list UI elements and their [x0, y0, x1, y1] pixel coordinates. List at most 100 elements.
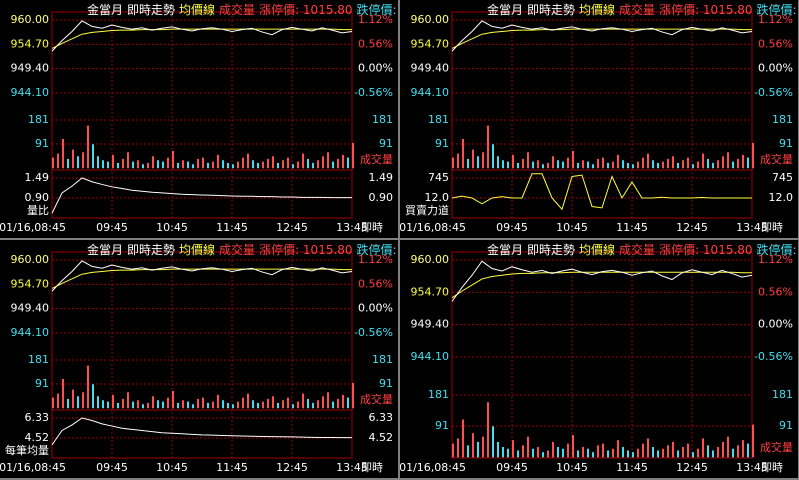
volume-bar — [597, 158, 599, 169]
volume-bar — [97, 396, 99, 409]
panel-background — [400, 0, 798, 238]
x-tick-label: 11:45 — [216, 221, 248, 234]
volume-bar — [522, 445, 524, 458]
price-tick-label: 944.10 — [11, 86, 50, 99]
volume-tick-label: 91 — [379, 137, 393, 150]
volume-bar — [127, 152, 129, 169]
volume-bar — [562, 161, 564, 169]
volume-bar — [607, 450, 609, 458]
volume-bar — [352, 142, 354, 169]
header-item: 跌停價: 8 — [357, 2, 409, 17]
percent-tick-label: 0.56% — [758, 37, 793, 50]
volume-bar — [167, 157, 169, 169]
volume-bar — [332, 161, 334, 169]
volume-bar — [747, 157, 749, 169]
volume-bar — [332, 401, 334, 409]
volume-bar — [222, 400, 224, 409]
volume-bar — [472, 433, 474, 458]
volume-bar — [667, 158, 669, 169]
header-item: 跌停價: 8 — [357, 242, 409, 257]
volume-bar — [577, 450, 579, 458]
chart-panel: 960.00 954.70 949.40 944.10 1.12% 0.56% 0.00% -… — [400, 0, 799, 238]
volume-bar — [612, 448, 614, 458]
volume-bar — [617, 440, 619, 458]
volume-bar — [737, 158, 739, 169]
volume-bar — [82, 152, 84, 169]
volume-bar — [677, 450, 679, 458]
volume-bar — [187, 161, 189, 169]
volume-bar — [282, 400, 284, 409]
volume-bar — [127, 392, 129, 409]
volume-bar — [122, 398, 124, 409]
volume-bar — [452, 157, 454, 169]
volume-bar — [687, 157, 689, 169]
volume-bar — [262, 161, 264, 169]
percent-tick-label: -0.56% — [354, 86, 393, 99]
indicator-tick-label: 745 — [428, 171, 449, 184]
percent-tick-label: -0.56% — [354, 326, 393, 339]
panel-header: 金當月即時走勢均價線成交量漲停價: 1015.80 跌停價: 8 — [87, 2, 408, 17]
volume-bar — [732, 161, 734, 169]
volume-bar — [177, 402, 179, 409]
x-tick-label: 10:45 — [556, 221, 588, 234]
header-item: 即時走勢 — [527, 2, 575, 17]
chart-frame — [451, 11, 753, 219]
volume-bar — [452, 443, 454, 458]
volume-tick-label: 91 — [779, 137, 793, 150]
volume-bar — [512, 440, 514, 458]
volume-bar — [527, 152, 529, 169]
volume-bar — [457, 438, 459, 458]
volume-tick-label: 91 — [779, 419, 793, 432]
volume-bar — [342, 394, 344, 409]
volume-bar — [742, 440, 744, 458]
volume-bar — [172, 150, 174, 169]
volume-bar — [77, 396, 79, 409]
volume-bar — [97, 156, 99, 169]
volume-bar — [322, 396, 324, 409]
volume-bar — [272, 156, 274, 169]
percent-tick-label: 1.12% — [358, 13, 393, 26]
volume-bar — [527, 436, 529, 458]
volume-bar — [72, 149, 74, 169]
header-item: 金當月 — [87, 242, 123, 257]
volume-bar — [467, 445, 469, 458]
x-tick-label: 11:45 — [616, 221, 648, 234]
volume-bar — [242, 157, 244, 169]
volume-bar — [547, 450, 549, 458]
percent-tick-label: 0.56% — [758, 285, 793, 298]
volume-bar — [212, 401, 214, 409]
volume-bar — [217, 154, 219, 169]
volume-bar — [682, 160, 684, 169]
percent-tick-label: 0.00% — [358, 302, 393, 315]
volume-bar — [192, 164, 194, 169]
percent-tick-label: -0.56% — [754, 350, 793, 363]
volume-bar — [532, 448, 534, 458]
header-item: 漲停價: 1015.80 — [659, 2, 752, 17]
volume-bar — [502, 160, 504, 169]
volume-bar — [337, 158, 339, 169]
volume-bar — [457, 153, 459, 169]
volume-bar — [712, 162, 714, 169]
volume-bar — [257, 402, 259, 409]
x-tick-label: 11:45 — [216, 461, 248, 474]
volume-bar — [187, 401, 189, 409]
volume-bar — [327, 392, 329, 409]
price-tick-label: 949.40 — [411, 318, 450, 331]
indicator-label: 買賣力道 — [405, 203, 449, 217]
volume-bar — [557, 160, 559, 169]
header-item: 成交量 — [219, 2, 255, 17]
volume-bar — [352, 382, 354, 409]
price-tick-label: 949.40 — [11, 62, 50, 75]
volume-tick-label: 181 — [772, 388, 793, 401]
volume-bar — [67, 398, 69, 409]
volume-bar — [207, 402, 209, 409]
percent-tick-label: 1.12% — [758, 253, 793, 266]
volume-bar — [62, 138, 64, 169]
volume-bar — [702, 153, 704, 169]
header-item: 跌停價: 8 — [757, 2, 799, 17]
indicator-tick-label: 1.49 — [25, 171, 50, 184]
volume-bar — [567, 157, 569, 169]
volume-bar — [177, 162, 179, 169]
price-tick-label: 954.70 — [11, 37, 50, 50]
